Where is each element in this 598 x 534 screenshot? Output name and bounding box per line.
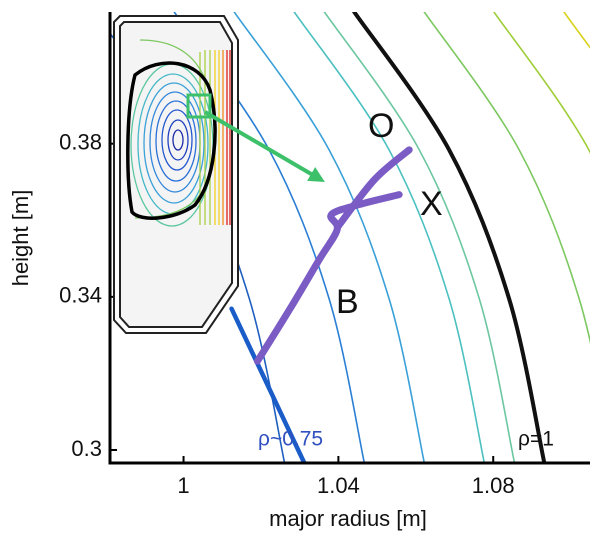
contour-line: [563, 12, 590, 49]
x-tick-label: 1: [177, 473, 189, 498]
x-tick-label: 1.04: [317, 473, 360, 498]
contour-line: [352, 12, 547, 463]
zoom-arrow: [203, 110, 325, 183]
inset: [113, 15, 325, 334]
contour-line: [323, 12, 516, 463]
annotation: B: [336, 283, 359, 321]
x-tick-label: 1.08: [472, 473, 515, 498]
annotation: X: [420, 185, 443, 223]
contour-line: [233, 12, 426, 463]
vessel-inner: [119, 21, 233, 328]
axes: 1 1.04 1.08 0.3 0.34 0.38: [59, 12, 590, 498]
contour-line: [493, 12, 590, 154]
x-axis-label: major radius [m]: [269, 506, 427, 531]
y-tick-label: 0.34: [59, 283, 102, 308]
y-axis-label: height [m]: [8, 190, 33, 287]
contour-line: [293, 12, 486, 463]
y-tick-label: 0.3: [71, 436, 102, 461]
annotation: ρ=1: [518, 428, 554, 451]
contour-line: [423, 12, 590, 344]
contour-line: [253, 146, 413, 365]
contour-line: [229, 306, 307, 463]
y-tick-label: 0.38: [59, 130, 102, 155]
annotation: O: [368, 107, 394, 145]
annotation: ρ~0.75: [258, 428, 323, 451]
separatrix: [126, 61, 217, 220]
zoom-box: [186, 93, 212, 119]
